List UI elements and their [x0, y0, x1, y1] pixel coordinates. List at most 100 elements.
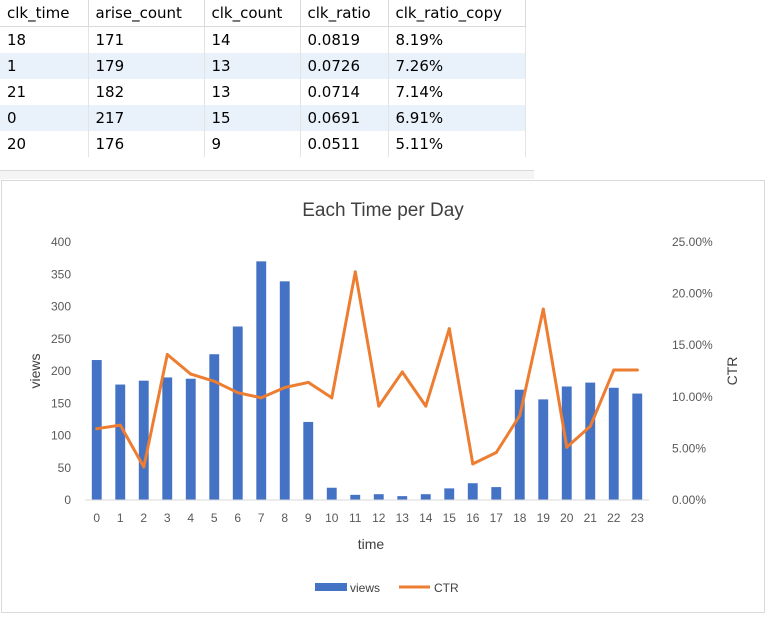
- x-tick-label: 23: [631, 511, 645, 525]
- x-tick-label: 8: [281, 511, 288, 525]
- table-cell: 217: [88, 105, 204, 131]
- x-tick-label: 18: [513, 511, 527, 525]
- column-header[interactable]: clk_ratio_copy: [388, 0, 525, 27]
- table-row[interactable]: 21 182 13 0.0714 7.14%: [0, 79, 525, 105]
- y-tick-label: 150: [51, 396, 71, 410]
- table-cell: 9: [204, 131, 300, 157]
- x-tick-label: 7: [258, 511, 265, 525]
- chart-panel[interactable]: Each Time per Day views CTR time 0 50 100 1…: [1, 180, 765, 613]
- bar: [468, 483, 478, 500]
- ctr-point: [142, 465, 145, 468]
- x-tick-label: 22: [607, 511, 621, 525]
- ctr-point: [213, 380, 216, 383]
- x-tick-label: 11: [349, 511, 362, 525]
- bar: [585, 383, 595, 500]
- bar: [162, 377, 172, 500]
- bar: [444, 488, 454, 500]
- column-header[interactable]: arise_count: [88, 0, 204, 27]
- table-cell: 171: [88, 27, 204, 54]
- query-result-grid[interactable]: clk_time arise_count clk_count clk_ratio…: [0, 0, 534, 178]
- y-tick-label: 400: [51, 235, 71, 249]
- x-tick-label: 20: [560, 511, 574, 525]
- table-cell: 0.0511: [300, 131, 388, 157]
- ctr-point: [565, 446, 568, 449]
- x-tick-label: 15: [443, 511, 457, 525]
- y-tick-label: 0: [64, 493, 71, 507]
- ctr-point: [542, 308, 545, 311]
- y2-tick-label: 5.00%: [672, 441, 706, 455]
- y2-axis-label: CTR: [724, 357, 740, 386]
- column-header[interactable]: clk_ratio: [300, 0, 388, 27]
- legend-label-views: views: [350, 581, 380, 595]
- bar: [397, 496, 407, 500]
- x-tick-label: 2: [140, 511, 147, 525]
- ctr-point: [612, 368, 615, 371]
- table-cell: 8.19%: [388, 27, 525, 54]
- table-cell: 179: [88, 53, 204, 79]
- ctr-point: [354, 270, 357, 273]
- table-row[interactable]: 20 176 9 0.0511 5.11%: [0, 131, 525, 157]
- bar: [186, 379, 196, 500]
- table-cell: 5.11%: [388, 131, 525, 157]
- x-tick-label: 21: [584, 511, 598, 525]
- table-row[interactable]: 1 179 13 0.0726 7.26%: [0, 53, 525, 79]
- ctr-point: [518, 414, 521, 417]
- y-tick-label: 300: [51, 300, 71, 314]
- table-cell: 7.26%: [388, 53, 525, 79]
- bar: [139, 381, 149, 500]
- x-tick-label: 10: [325, 511, 339, 525]
- x-tick-label: 1: [117, 511, 124, 525]
- table-cell: 13: [204, 53, 300, 79]
- x-tick-label: 4: [187, 511, 194, 525]
- y-axis-label: views: [27, 353, 43, 388]
- bar: [632, 394, 642, 500]
- column-header[interactable]: clk_count: [204, 0, 300, 27]
- x-tick-label: 5: [211, 511, 218, 525]
- chart-title: Each Time per Day: [302, 200, 464, 221]
- bar: [491, 487, 501, 500]
- x-tick-label: 9: [305, 511, 312, 525]
- table-cell: 176: [88, 131, 204, 157]
- ctr-point: [330, 396, 333, 399]
- ctr-point: [283, 386, 286, 389]
- ctr-point: [448, 327, 451, 330]
- ctr-point: [119, 424, 122, 427]
- ctr-series-line: [97, 272, 638, 467]
- table-cell: 0.0691: [300, 105, 388, 131]
- column-header[interactable]: clk_time: [0, 0, 88, 27]
- legend: views CTR: [315, 581, 459, 595]
- y-tick-label: 100: [51, 429, 71, 443]
- x-tick-label: 14: [419, 511, 433, 525]
- y-tick-label: 350: [51, 267, 71, 281]
- y-tick-label: 250: [51, 332, 71, 346]
- y2-tick-label: 25.00%: [672, 235, 713, 249]
- horizontal-scrollbar[interactable]: [0, 170, 534, 179]
- table-cell: 6.91%: [388, 105, 525, 131]
- table-row[interactable]: 0 217 15 0.0691 6.91%: [0, 105, 525, 131]
- table-cell: 13: [204, 79, 300, 105]
- table-cell: 14: [204, 27, 300, 54]
- table-cell: 0.0819: [300, 27, 388, 54]
- bar: [421, 494, 431, 500]
- bar: [115, 385, 125, 500]
- x-tick-label: 19: [537, 511, 551, 525]
- table-cell: 0.0726: [300, 53, 388, 79]
- bar: [374, 494, 384, 500]
- ctr-point: [260, 396, 263, 399]
- bar: [303, 422, 313, 500]
- ctr-point: [189, 373, 192, 376]
- ctr-point: [377, 405, 380, 408]
- combo-chart: Each Time per Day views CTR time 0501001…: [2, 181, 764, 612]
- ctr-point: [307, 381, 310, 384]
- bar: [538, 399, 548, 500]
- table-row[interactable]: 18 171 14 0.0819 8.19%: [0, 27, 525, 54]
- bar: [256, 261, 266, 500]
- ctr-point: [424, 405, 427, 408]
- ctr-point: [401, 371, 404, 374]
- table-cell: 1: [0, 53, 88, 79]
- bar: [609, 388, 619, 500]
- bar: [233, 326, 243, 500]
- ctr-point: [589, 425, 592, 428]
- bar: [350, 495, 360, 500]
- table-cell: 15: [204, 105, 300, 131]
